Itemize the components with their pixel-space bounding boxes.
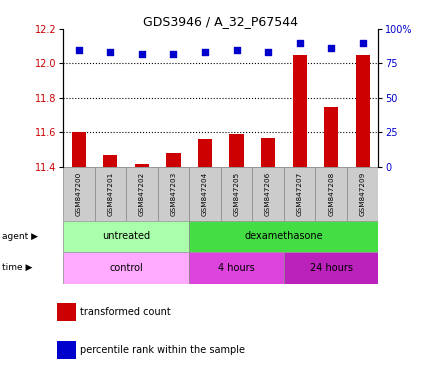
Bar bbox=[283, 252, 378, 284]
Text: 4 hours: 4 hours bbox=[218, 263, 254, 273]
Bar bbox=[63, 252, 189, 284]
Bar bbox=[197, 139, 212, 167]
Bar bbox=[63, 167, 95, 221]
Bar bbox=[63, 221, 189, 252]
Bar bbox=[126, 167, 157, 221]
Bar bbox=[346, 167, 378, 221]
Text: 24 hours: 24 hours bbox=[309, 263, 352, 273]
Text: GSM847206: GSM847206 bbox=[264, 172, 270, 216]
Bar bbox=[189, 167, 220, 221]
Bar bbox=[103, 155, 117, 167]
Text: control: control bbox=[109, 263, 143, 273]
Bar bbox=[56, 303, 76, 321]
Point bbox=[233, 46, 240, 53]
Text: GSM847207: GSM847207 bbox=[296, 172, 302, 216]
Bar bbox=[56, 341, 76, 359]
Point bbox=[170, 51, 177, 57]
Bar bbox=[260, 138, 275, 167]
Point bbox=[138, 51, 145, 57]
Bar bbox=[157, 167, 189, 221]
Bar bbox=[315, 167, 346, 221]
Point bbox=[201, 49, 208, 55]
Text: GSM847208: GSM847208 bbox=[327, 172, 333, 216]
Text: time ▶: time ▶ bbox=[2, 263, 33, 272]
Text: GSM847200: GSM847200 bbox=[76, 172, 82, 216]
Point bbox=[75, 46, 82, 53]
Bar bbox=[220, 167, 252, 221]
Text: GSM847209: GSM847209 bbox=[359, 172, 365, 216]
Text: untreated: untreated bbox=[102, 231, 150, 241]
Text: GSM847205: GSM847205 bbox=[233, 172, 239, 216]
Point bbox=[296, 40, 302, 46]
Bar bbox=[355, 55, 369, 167]
Point bbox=[358, 40, 365, 46]
Bar bbox=[229, 134, 243, 167]
Bar bbox=[72, 132, 86, 167]
Bar bbox=[135, 164, 149, 167]
Text: GSM847201: GSM847201 bbox=[107, 172, 113, 216]
Point bbox=[327, 45, 334, 51]
Bar bbox=[292, 55, 306, 167]
Text: transformed count: transformed count bbox=[80, 307, 171, 317]
Bar bbox=[166, 153, 180, 167]
Text: GSM847202: GSM847202 bbox=[138, 172, 145, 216]
Point bbox=[264, 49, 271, 55]
Text: GSM847203: GSM847203 bbox=[170, 172, 176, 216]
Text: GSM847204: GSM847204 bbox=[201, 172, 207, 216]
Bar bbox=[252, 167, 283, 221]
Bar bbox=[323, 107, 338, 167]
Text: agent ▶: agent ▶ bbox=[2, 232, 38, 241]
Bar bbox=[283, 167, 315, 221]
Title: GDS3946 / A_32_P67544: GDS3946 / A_32_P67544 bbox=[143, 15, 298, 28]
Bar bbox=[95, 167, 126, 221]
Bar bbox=[189, 252, 283, 284]
Text: percentile rank within the sample: percentile rank within the sample bbox=[80, 345, 245, 355]
Point bbox=[107, 49, 114, 55]
Text: dexamethasone: dexamethasone bbox=[244, 231, 322, 241]
Bar bbox=[189, 221, 378, 252]
